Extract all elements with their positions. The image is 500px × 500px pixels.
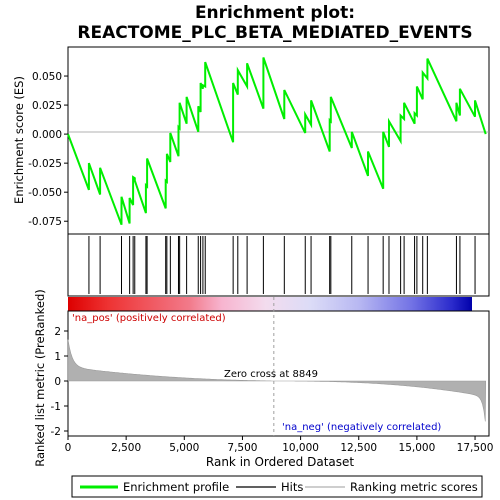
rank-y-axis-label: Ranked list metric (PreRanked): [33, 289, 47, 467]
rank-y-tick-label: 1: [54, 351, 61, 363]
rank-y-tick-label: -2: [51, 426, 61, 438]
es-y-tick-label: 0.000: [32, 129, 62, 141]
es-y-axis: -0.075 -0.050 -0.025 0.000 0.025 0.050: [28, 71, 68, 228]
x-axis: 0 2,500 5,000 7,500 10,000 12,500 15,000 17,500: [65, 436, 494, 454]
positive-correlation-label: 'na_pos' (positively correlated): [72, 313, 226, 324]
legend-profile-label: Enrichment profile: [123, 480, 229, 494]
x-tick-label: 10,000: [282, 442, 319, 454]
x-tick-label: 5,000: [169, 442, 199, 454]
rank-y-tick-label: -1: [51, 401, 61, 413]
zero-cross-label: Zero cross at 8849: [224, 369, 318, 380]
legend-hits-label: Hits: [281, 480, 303, 494]
legend-box: [71, 475, 483, 498]
x-tick-label: 15,000: [399, 442, 436, 454]
chart-title-line1: Enrichment plot:: [195, 3, 355, 23]
es-y-tick-label: -0.075: [28, 216, 62, 228]
hits-panel-frame: [67, 233, 490, 297]
x-axis-label: Rank in Ordered Dataset: [206, 455, 354, 469]
x-tick-label: 2,500: [111, 442, 141, 454]
es-y-tick-label: -0.050: [28, 187, 62, 199]
rank-y-tick-label: 2: [54, 326, 61, 338]
rank-color-bar: [68, 297, 472, 311]
x-tick-label: 0: [65, 442, 72, 454]
negative-correlation-label: 'na_neg' (negatively correlated): [282, 422, 441, 433]
legend-metric-label: Ranking metric scores: [350, 480, 478, 494]
enrichment-profile-line: [67, 57, 487, 226]
x-tick-label: 12,500: [340, 442, 377, 454]
x-tick-label: 7,500: [227, 442, 257, 454]
es-y-tick-label: 0.050: [32, 71, 62, 83]
es-y-tick-label: 0.025: [32, 100, 62, 112]
hit-markers: [88, 236, 476, 294]
x-tick-label: 17,500: [457, 442, 494, 454]
chart-title-line2: REACTOME_PLC_BETA_MEDIATED_EVENTS: [77, 23, 472, 43]
es-y-axis-label: Enrichment score (ES): [12, 76, 26, 204]
ranking-metric-area: [67, 339, 487, 422]
es-y-tick-label: -0.025: [28, 158, 62, 170]
rank-y-tick-label: 0: [54, 376, 61, 388]
rank-y-axis: -2 -1 0 1 2: [51, 326, 68, 438]
